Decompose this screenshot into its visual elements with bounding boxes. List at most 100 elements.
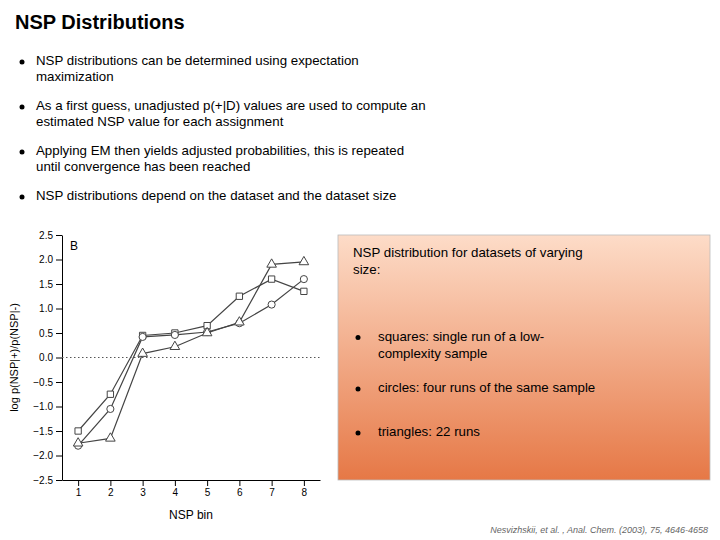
series-marker bbox=[171, 331, 178, 338]
text-line: circles: four runs of the same sample bbox=[378, 380, 595, 395]
reference-line bbox=[62, 357, 320, 358]
text-line: squares: single run of a low- bbox=[378, 328, 544, 343]
series bbox=[73, 256, 308, 446]
text-line: NSP distributions depend on the dataset … bbox=[36, 188, 397, 203]
x-axis-title: NSP bin bbox=[169, 508, 213, 522]
bullet-dot bbox=[356, 387, 361, 392]
y-tick-mark bbox=[56, 382, 62, 383]
series-marker bbox=[299, 256, 309, 264]
y-tick-label: −0.5 bbox=[33, 377, 53, 388]
x-tick-mark bbox=[175, 480, 176, 486]
plot-marks bbox=[62, 256, 320, 449]
series-marker bbox=[139, 333, 146, 340]
x-tick-label: 7 bbox=[269, 487, 275, 498]
x-tick-mark bbox=[304, 480, 305, 486]
series-line bbox=[78, 262, 304, 443]
series-marker bbox=[202, 327, 212, 335]
y-tick: 0.0 bbox=[39, 352, 62, 363]
y-tick-label: 2.5 bbox=[39, 230, 53, 241]
series-marker bbox=[301, 288, 307, 294]
y-tick-label: 0.0 bbox=[39, 352, 53, 363]
y-tick-label: −2.5 bbox=[33, 475, 53, 486]
series-marker bbox=[267, 259, 277, 267]
y-tick: −1.5 bbox=[33, 426, 62, 437]
citation: Nesvizhskii, et al. , Anal. Chem. (2003)… bbox=[490, 525, 708, 535]
y-tick: 2.5 bbox=[39, 230, 62, 241]
text-line: NSP distribution for datasets of varying bbox=[353, 245, 583, 260]
x-tick-label: 6 bbox=[237, 487, 243, 498]
text-line: B bbox=[70, 239, 78, 253]
y-tick: −1.0 bbox=[33, 401, 62, 412]
x-tick-label: 1 bbox=[76, 487, 82, 498]
y-tick-mark bbox=[56, 431, 62, 432]
chart-svg: NSP Distributions NSP distributions can b… bbox=[0, 0, 720, 540]
text-line: NSP bin bbox=[169, 508, 213, 522]
series-marker bbox=[106, 433, 116, 441]
x-tick-mark bbox=[272, 480, 273, 486]
series-marker bbox=[268, 276, 274, 282]
y-tick-label: −1.5 bbox=[33, 426, 53, 437]
series-marker bbox=[235, 317, 245, 325]
series-line bbox=[78, 279, 304, 431]
y-tick-mark bbox=[56, 456, 62, 457]
y-tick: 1.0 bbox=[39, 303, 62, 314]
y-tick-label: 2.0 bbox=[39, 254, 53, 265]
bullet-text: As a first guess, unadjusted p(+|D) valu… bbox=[36, 98, 426, 129]
y-tick: 1.5 bbox=[39, 279, 62, 290]
y-tick: −2.0 bbox=[33, 450, 62, 461]
y-tick-label: 0.5 bbox=[39, 328, 53, 339]
series-marker bbox=[300, 276, 307, 283]
x-tick: 3 bbox=[140, 480, 146, 498]
y-tick-label: −2.0 bbox=[33, 450, 53, 461]
x-tick-mark bbox=[78, 480, 79, 486]
y-tick-mark bbox=[56, 309, 62, 310]
series-marker bbox=[236, 293, 242, 299]
y-tick-label: 1.0 bbox=[39, 303, 53, 314]
text-line: NSP Distributions bbox=[15, 11, 185, 33]
series-marker bbox=[73, 438, 83, 446]
y-axis: −2.5 −2.0 −1.5 −1.0 −0.5 0.0 0.5 1.0 1.5 2.0 2.5 bbox=[33, 230, 62, 486]
panel-label: B bbox=[70, 239, 78, 253]
series-line bbox=[78, 279, 304, 446]
bullet-dot bbox=[20, 105, 25, 110]
series bbox=[75, 276, 308, 450]
x-tick-mark bbox=[110, 480, 111, 486]
x-tick-mark bbox=[207, 480, 208, 486]
text-line: complexity sample bbox=[378, 345, 487, 360]
series bbox=[75, 276, 307, 434]
x-tick: 5 bbox=[205, 480, 211, 498]
text-line: triangles: 22 runs bbox=[378, 424, 480, 439]
y-tick: 2.0 bbox=[39, 254, 62, 265]
title: NSP Distributions bbox=[15, 11, 185, 33]
x-tick: 7 bbox=[269, 480, 275, 498]
x-tick: 8 bbox=[302, 480, 308, 498]
x-tick-label: 5 bbox=[205, 487, 211, 498]
bullet-dot bbox=[356, 335, 361, 340]
x-axis-line bbox=[63, 480, 321, 481]
plot-background bbox=[62, 235, 320, 480]
bullet-text: Applying EM then yields adjusted probabi… bbox=[36, 143, 404, 174]
series-marker bbox=[107, 405, 114, 412]
bullet-dot bbox=[20, 60, 25, 65]
y-tick-mark bbox=[56, 407, 62, 408]
series-marker bbox=[138, 348, 148, 356]
x-tick-mark bbox=[239, 480, 240, 486]
text-line: estimated NSP value for each assignment bbox=[36, 114, 284, 129]
box-title: NSP distribution for datasets of varying… bbox=[353, 245, 583, 277]
x-tick-label: 8 bbox=[302, 487, 308, 498]
x-tick-label: 3 bbox=[140, 487, 146, 498]
y-tick: −2.5 bbox=[33, 475, 62, 486]
y-tick-mark bbox=[56, 333, 62, 334]
bullet-text: NSP distributions can be determined usin… bbox=[36, 53, 359, 84]
text-line: Applying EM then yields adjusted probabi… bbox=[36, 143, 404, 158]
x-tick-label: 2 bbox=[108, 487, 114, 498]
x-tick-mark bbox=[143, 480, 144, 486]
x-tick: 1 bbox=[76, 480, 82, 498]
y-axis-title: log p(NSP|+)/p(NSP|-) bbox=[8, 303, 20, 412]
info-box bbox=[338, 235, 710, 480]
bullet-text: NSP distributions depend on the dataset … bbox=[36, 188, 397, 203]
text-line: maximization bbox=[36, 69, 114, 84]
box-bullet-text: triangles: 22 runs bbox=[378, 424, 480, 439]
box-bullet-text: circles: four runs of the same sample bbox=[378, 380, 595, 395]
box-bullet-text: squares: single run of a low-complexity … bbox=[378, 328, 544, 360]
